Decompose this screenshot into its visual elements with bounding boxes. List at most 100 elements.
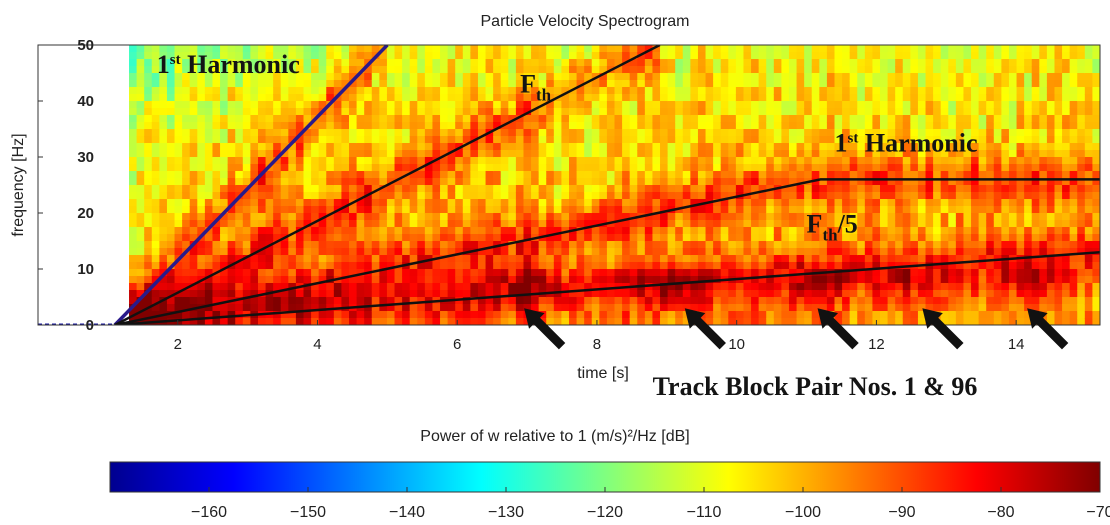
heatmap-cell bbox=[280, 311, 289, 319]
heatmap-cell bbox=[599, 108, 608, 116]
heatmap-cell bbox=[273, 255, 282, 263]
heatmap-cell bbox=[978, 234, 987, 242]
heatmap-cell bbox=[129, 185, 138, 193]
heatmap-cell bbox=[788, 73, 798, 81]
heatmap-cell bbox=[440, 220, 449, 228]
heatmap-cell bbox=[212, 199, 221, 207]
heatmap-cell bbox=[796, 199, 805, 207]
heatmap-cell bbox=[371, 304, 380, 312]
heatmap-cell bbox=[136, 199, 145, 207]
heatmap-cell bbox=[356, 241, 365, 249]
heatmap-cell bbox=[606, 178, 616, 186]
heatmap-cell bbox=[417, 227, 426, 235]
heatmap-cell bbox=[455, 255, 464, 263]
heatmap-cell bbox=[409, 115, 418, 123]
heatmap-cell bbox=[402, 73, 411, 81]
heatmap-cell bbox=[629, 101, 638, 109]
heatmap-cell bbox=[538, 206, 547, 214]
heatmap-cell bbox=[720, 234, 729, 242]
heatmap-cell bbox=[349, 87, 358, 95]
heatmap-cell bbox=[371, 213, 380, 221]
heatmap-cell bbox=[493, 73, 502, 81]
heatmap-cell bbox=[1008, 94, 1018, 102]
heatmap-cell bbox=[697, 143, 707, 151]
heatmap-cell bbox=[933, 297, 942, 305]
heatmap-cell bbox=[993, 290, 1002, 298]
heatmap-cell bbox=[493, 311, 502, 319]
heatmap-cell bbox=[743, 234, 752, 242]
heatmap-cell bbox=[925, 143, 934, 151]
heatmap-cell bbox=[971, 115, 980, 123]
heatmap-cell bbox=[508, 94, 517, 102]
heatmap-cell bbox=[220, 59, 229, 67]
heatmap-cell bbox=[971, 59, 980, 67]
heatmap-cell bbox=[819, 304, 828, 312]
heatmap-cell bbox=[606, 108, 616, 116]
heatmap-cell bbox=[204, 164, 214, 172]
heatmap-cell bbox=[811, 66, 820, 74]
heatmap-cell bbox=[834, 45, 843, 53]
heatmap-cell bbox=[515, 248, 525, 256]
heatmap-cell bbox=[880, 143, 889, 151]
heatmap-cell bbox=[394, 115, 403, 123]
heatmap-cell bbox=[311, 192, 320, 200]
heatmap-cell bbox=[849, 192, 858, 200]
heatmap-cell bbox=[652, 122, 661, 130]
heatmap-cell bbox=[902, 59, 911, 67]
heatmap-cell bbox=[940, 150, 949, 158]
heatmap-cell bbox=[538, 241, 547, 249]
heatmap-cell bbox=[1039, 150, 1048, 158]
heatmap-cell bbox=[872, 150, 881, 158]
heatmap-cell bbox=[189, 52, 198, 60]
heatmap-cell bbox=[728, 220, 737, 228]
heatmap-cell bbox=[675, 101, 684, 109]
heatmap-cell bbox=[326, 87, 335, 95]
heatmap-cell bbox=[349, 213, 358, 221]
heatmap-cell bbox=[667, 234, 676, 242]
heatmap-cell bbox=[455, 80, 464, 88]
heatmap-cell bbox=[204, 136, 214, 144]
heatmap-cell bbox=[599, 59, 608, 67]
heatmap-cell bbox=[402, 164, 411, 172]
heatmap-cell bbox=[280, 199, 289, 207]
heatmap-cell bbox=[318, 101, 327, 109]
heatmap-cell bbox=[326, 220, 335, 228]
heatmap-cell bbox=[940, 59, 949, 67]
heatmap-cell bbox=[1046, 59, 1056, 67]
heatmap-cell bbox=[273, 269, 282, 277]
heatmap-cell bbox=[493, 255, 502, 263]
heatmap-cell bbox=[311, 164, 320, 172]
heatmap-cell bbox=[174, 59, 183, 67]
heatmap-cell bbox=[204, 108, 214, 116]
heatmap-cell bbox=[811, 255, 820, 263]
heatmap-cell bbox=[166, 108, 176, 116]
heatmap-cell bbox=[250, 164, 259, 172]
heatmap-cell bbox=[697, 150, 707, 158]
heatmap-cell bbox=[826, 304, 836, 312]
heatmap-cell bbox=[895, 80, 904, 88]
heatmap-cell bbox=[826, 150, 836, 158]
heatmap-cell bbox=[902, 283, 911, 291]
heatmap-cell bbox=[129, 129, 138, 137]
heatmap-cell bbox=[212, 101, 221, 109]
heatmap-cell bbox=[675, 171, 684, 179]
heatmap-cell bbox=[569, 248, 578, 256]
heatmap-cell bbox=[569, 185, 578, 193]
heatmap-cell bbox=[295, 136, 305, 144]
heatmap-cell bbox=[826, 171, 836, 179]
heatmap-cell bbox=[971, 164, 980, 172]
heatmap-cell bbox=[523, 213, 532, 221]
heatmap-cell bbox=[1024, 318, 1033, 325]
heatmap-cell bbox=[394, 66, 403, 74]
heatmap-cell bbox=[295, 269, 305, 277]
heatmap-cell bbox=[220, 318, 229, 325]
heatmap-cell bbox=[212, 108, 221, 116]
heatmap-cell bbox=[531, 213, 540, 221]
heatmap-cell bbox=[614, 129, 623, 137]
heatmap-cell bbox=[508, 234, 517, 242]
heatmap-cell bbox=[349, 45, 358, 53]
heatmap-cell bbox=[804, 73, 813, 81]
heatmap-cell bbox=[895, 318, 904, 325]
heatmap-cell bbox=[303, 59, 312, 67]
heatmap-cell bbox=[144, 101, 153, 109]
